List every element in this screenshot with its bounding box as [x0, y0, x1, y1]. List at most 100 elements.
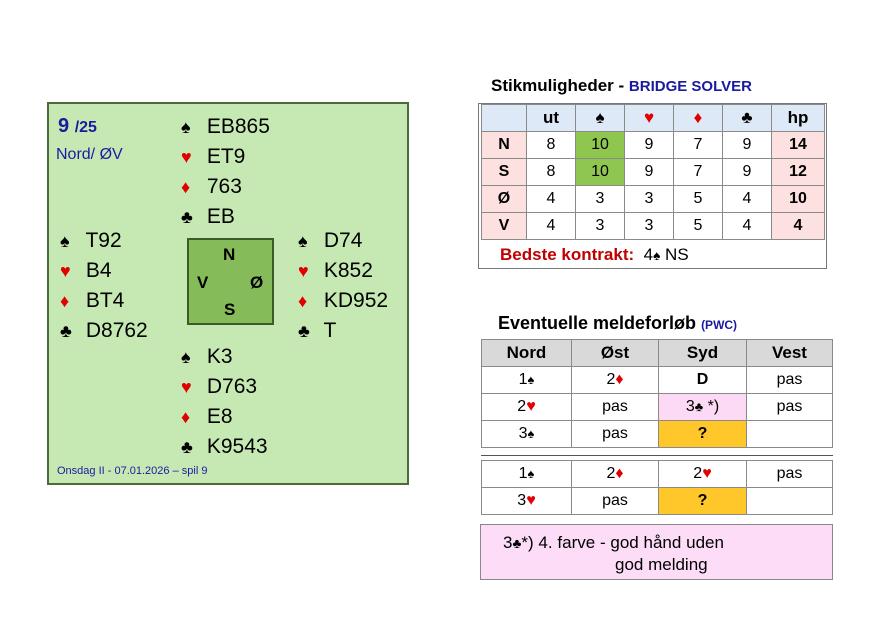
- board-number-value: 9: [58, 115, 70, 137]
- tricks-cell: 9: [722, 158, 772, 186]
- heart-icon: ♥: [181, 377, 192, 397]
- compass: N V Ø S: [187, 238, 274, 325]
- diamond-icon: ♦: [60, 291, 70, 311]
- bid-text: 2♦: [606, 371, 624, 388]
- bid-text: ?: [697, 425, 708, 442]
- seat-label: N: [481, 131, 527, 159]
- bid-text: 3♥: [517, 492, 536, 509]
- seat-label: S: [481, 158, 527, 186]
- tricks-cell: 10: [575, 131, 625, 159]
- bid-text: pas: [776, 398, 803, 415]
- bid-text: 2♥: [517, 398, 536, 415]
- south-spades: K3: [206, 345, 233, 368]
- spade-icon: ♠: [181, 347, 191, 367]
- solver-row-n: N 8 10 9 7 9 14: [481, 131, 825, 159]
- east-diamonds: KD952: [323, 289, 389, 312]
- north-spades: EB865: [206, 115, 270, 138]
- separator: [481, 455, 833, 456]
- tricks-cell: 3: [575, 212, 625, 240]
- club-icon: ♣: [181, 437, 193, 457]
- bid-text: D: [696, 371, 709, 388]
- bid-text: ?: [697, 492, 708, 509]
- spade-icon: ♠: [527, 372, 535, 387]
- board-total: /25: [74, 119, 97, 136]
- bid-cell: 1♠: [481, 366, 572, 394]
- bid-cell: 2♥: [481, 393, 572, 421]
- tricks-cell: 9: [722, 131, 772, 159]
- bid-text: pas: [602, 492, 628, 509]
- bid-cell: ?: [658, 487, 747, 515]
- bid-cell: 2♦: [571, 460, 659, 488]
- bidding-note: 3♣*) 4. farve - god hånd uden god meldin…: [480, 524, 833, 580]
- bid-header-cell: Nord: [481, 339, 572, 367]
- club-icon: ♣: [694, 399, 704, 414]
- west-clubs: D8762: [85, 319, 148, 342]
- west-hearts: B4: [85, 259, 112, 282]
- bid-cell: 2♦: [571, 366, 659, 394]
- bid-text: pas: [602, 425, 628, 442]
- solver-table: ut ♠ ♥ ♦ ♣ hp N 8 10 9 7 9 14 S 8 10 9 7…: [481, 104, 825, 240]
- hand-south: ♠ K3 ♥ D763 ♦ E8 ♣ K9543: [181, 342, 268, 462]
- bid-cell: pas: [746, 460, 833, 488]
- heart-icon: ♥: [702, 465, 712, 482]
- bidding-table-1: Nord Øst Syd Vest 1♠ 2♦ D pas 2♥ pas 3♣ …: [481, 339, 833, 448]
- spade-icon: ♠: [298, 231, 308, 251]
- tricks-cell: 8: [526, 158, 576, 186]
- hp-cell: 4: [771, 212, 825, 240]
- hand-east: ♠ D74 ♥ K852 ♦ KD952 ♣ T: [298, 226, 388, 346]
- tricks-cell: 7: [673, 131, 723, 159]
- east-clubs: T: [323, 319, 337, 342]
- bid-text: pas: [776, 465, 803, 482]
- bid-row: 3♠ pas ?: [481, 420, 833, 448]
- tricks-cell: 8: [526, 131, 576, 159]
- bidding-title: Eventuelle meldeforløb (PWC): [498, 313, 737, 334]
- bid-cell: 3♣ *): [658, 393, 747, 421]
- hand-west: ♠ T92 ♥ B4 ♦ BT4 ♣ D8762: [60, 226, 148, 346]
- tricks-cell: 4: [722, 212, 772, 240]
- club-icon: ♣: [298, 321, 310, 341]
- solver-subtitle: BRIDGE SOLVER: [628, 78, 752, 95]
- diamond-icon: ♦: [298, 291, 308, 311]
- hp-cell: 12: [771, 158, 825, 186]
- club-icon: ♣: [512, 536, 522, 551]
- spade-icon: ♠: [527, 426, 535, 441]
- bid-header-cell: Vest: [746, 339, 833, 367]
- compass-north: N: [223, 245, 236, 264]
- north-diamonds: 763: [206, 175, 242, 198]
- tricks-cell: 4: [526, 185, 576, 213]
- south-clubs: K9543: [206, 435, 268, 458]
- solver-header-club: ♣: [722, 104, 772, 132]
- solver-row-w: V 4 3 3 5 4 4: [481, 212, 825, 240]
- diamond-icon: ♦: [615, 371, 624, 388]
- east-spades: D74: [323, 229, 363, 252]
- spade-icon: ♠: [527, 466, 535, 481]
- bidding-subtitle: (PWC): [701, 318, 738, 332]
- solver-header-cell: ut: [526, 104, 576, 132]
- bid-cell: 3♥: [481, 487, 572, 515]
- hand-north: ♠ EB865 ♥ ET9 ♦ 763 ♣ EB: [181, 112, 270, 232]
- bid-row: 1♠ 2♦ D pas: [481, 366, 833, 394]
- heart-icon: ♥: [298, 261, 309, 281]
- bid-cell: 2♥: [658, 460, 747, 488]
- bid-text: 1♠: [518, 371, 535, 388]
- tricks-cell: 3: [575, 185, 625, 213]
- solver-title: Stikmuligheder - BRIDGE SOLVER: [491, 76, 752, 96]
- board-number: 9 /25: [58, 115, 97, 138]
- diamond-icon: ♦: [181, 407, 191, 427]
- bid-row: 2♥ pas 3♣ *) pas: [481, 393, 833, 421]
- bid-text: pas: [776, 371, 803, 388]
- heart-icon: ♥: [526, 398, 536, 415]
- heart-icon: ♥: [60, 261, 71, 281]
- west-diamonds: BT4: [85, 289, 125, 312]
- bid-row: 3♥ pas ?: [481, 487, 833, 515]
- bid-text: 1♠: [518, 465, 535, 482]
- north-hearts: ET9: [206, 145, 246, 168]
- best-contract-value: 4♠ NS: [643, 245, 689, 264]
- session-info: Onsdag II - 07.01.2026 – spil 9: [57, 465, 208, 477]
- tricks-cell: 5: [673, 185, 723, 213]
- tricks-cell: 7: [673, 158, 723, 186]
- solver-header-heart: ♥: [624, 104, 674, 132]
- bid-text: 3♣ *): [685, 398, 720, 415]
- compass-west: V: [197, 273, 209, 292]
- tricks-cell: 4: [722, 185, 772, 213]
